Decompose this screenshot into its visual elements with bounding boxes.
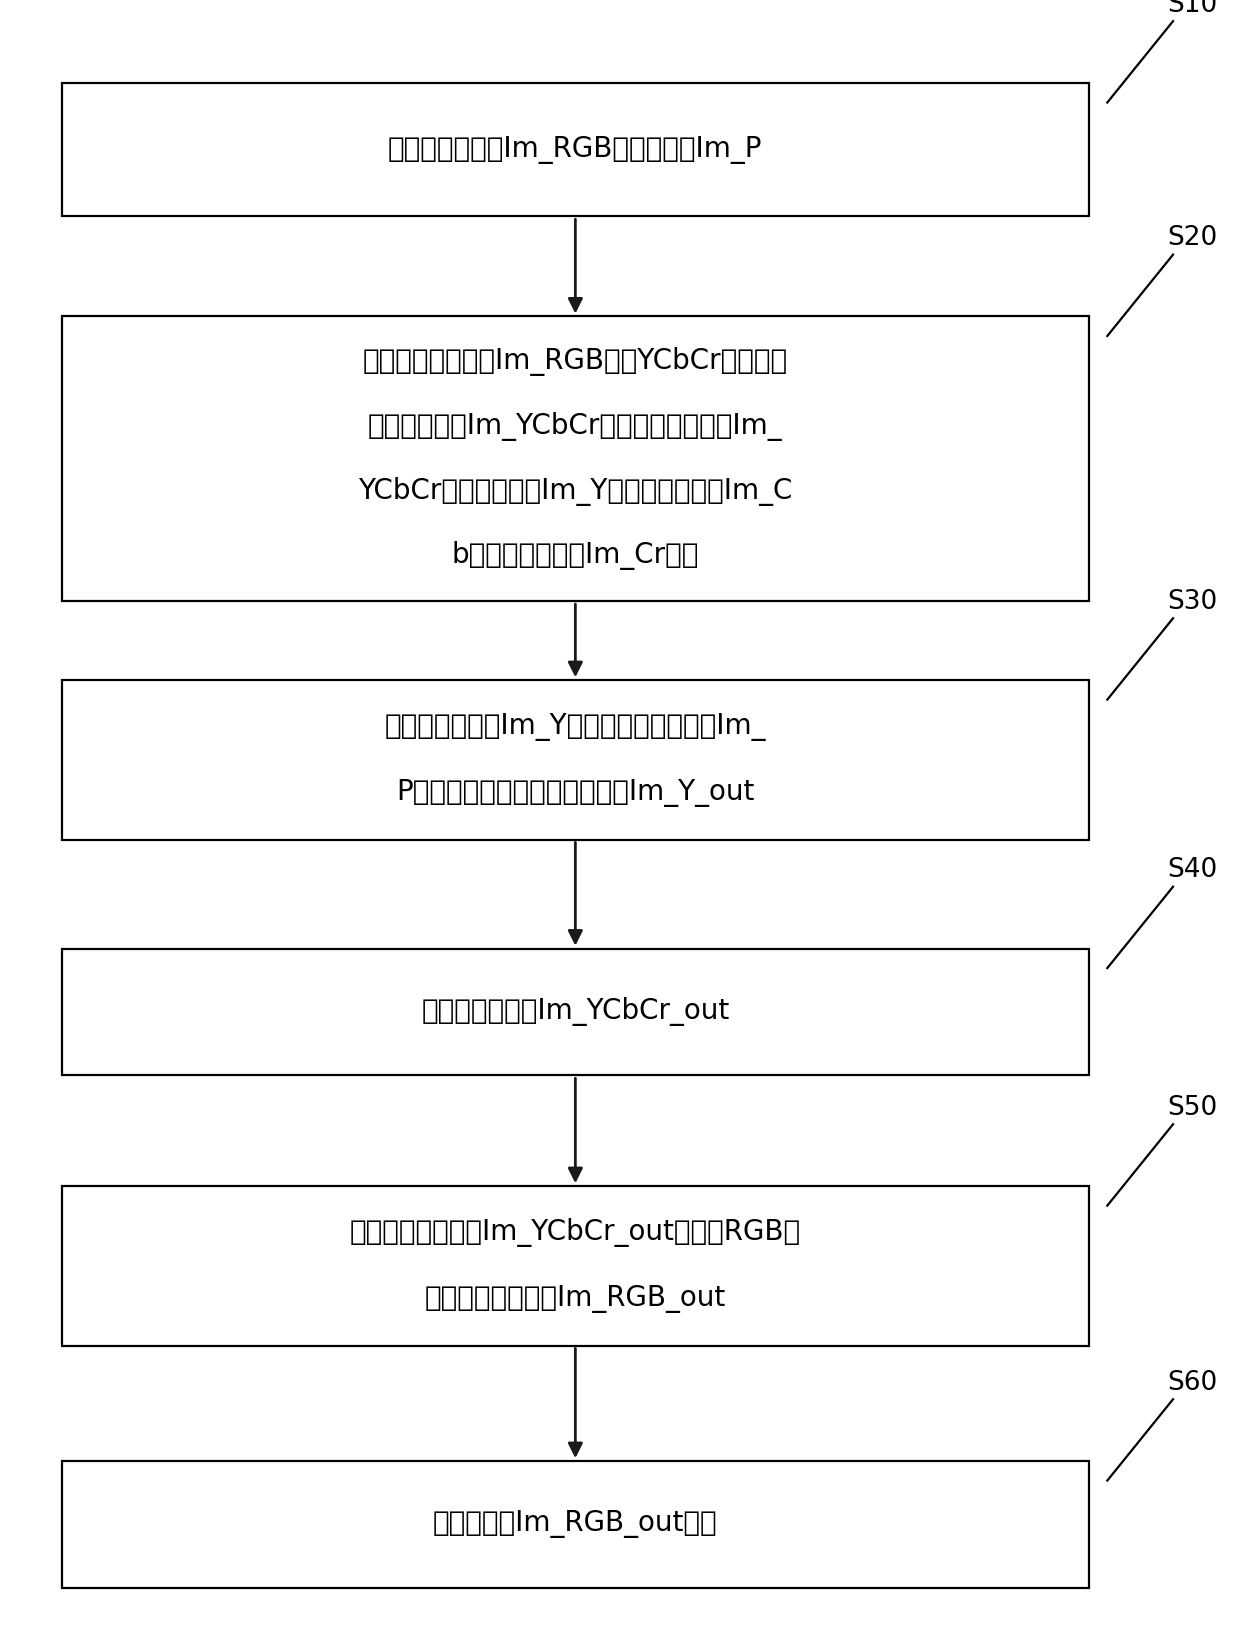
Text: P合成，得到亮度分量输出图像Im_Y_out: P合成，得到亮度分量输出图像Im_Y_out [396, 779, 755, 807]
Bar [62, 680, 1089, 840]
Text: S30: S30 [1167, 589, 1218, 615]
Text: b图像和颜色分量Im_Cr图像: b图像和颜色分量Im_Cr图像 [451, 542, 699, 571]
Text: 将输出图像Im_RGB_out输出: 将输出图像Im_RGB_out输出 [433, 1510, 718, 1539]
Bar [62, 83, 1089, 216]
Bar [62, 1186, 1089, 1346]
Text: S10: S10 [1167, 0, 1218, 18]
Text: 将所述可见光图像Im_RGB转到YCbCr空间，得: 将所述可见光图像Im_RGB转到YCbCr空间，得 [363, 347, 787, 376]
Text: S40: S40 [1167, 857, 1218, 883]
Text: S60: S60 [1167, 1370, 1218, 1396]
Text: S50: S50 [1167, 1095, 1218, 1121]
Text: 输入可见光图像Im_RGB及全色图像Im_P: 输入可见光图像Im_RGB及全色图像Im_P [388, 135, 763, 164]
Text: S20: S20 [1167, 226, 1218, 252]
Text: 将所述亮度分量Im_Y图像和所述全色图像Im_: 将所述亮度分量Im_Y图像和所述全色图像Im_ [384, 713, 766, 740]
Text: 将所述合成后图像Im_YCbCr_out转回到RGB空: 将所述合成后图像Im_YCbCr_out转回到RGB空 [350, 1219, 801, 1246]
Bar [62, 317, 1089, 602]
Text: 获取合成后图像Im_YCbCr_out: 获取合成后图像Im_YCbCr_out [422, 997, 729, 1027]
Bar [62, 949, 1089, 1075]
Text: 间，得到输出图像Im_RGB_out: 间，得到输出图像Im_RGB_out [425, 1285, 725, 1313]
Text: YCbCr包括亮度分量Im_Y图像，颜色分量Im_C: YCbCr包括亮度分量Im_Y图像，颜色分量Im_C [358, 477, 792, 506]
Text: 到转换后图像Im_YCbCr；所述转换后图像Im_: 到转换后图像Im_YCbCr；所述转换后图像Im_ [368, 412, 782, 441]
Bar [62, 1461, 1089, 1588]
